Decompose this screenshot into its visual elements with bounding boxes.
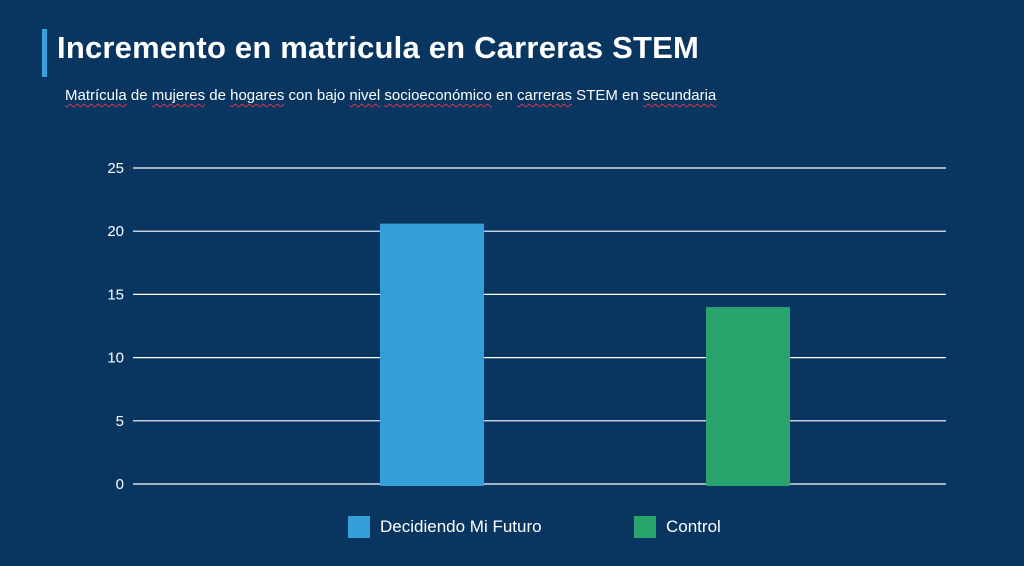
y-tick-label: 5: [116, 413, 124, 430]
chart-subtitle: Matrícula de mujeres de hogares con bajo…: [65, 87, 716, 104]
bar-control: [706, 307, 790, 486]
y-tick-label: 15: [107, 286, 124, 303]
subtitle-part: secundaria: [642, 87, 717, 104]
y-tick-label: 0: [116, 476, 124, 493]
subtitle-part: con bajo: [284, 87, 350, 104]
subtitle-part: carreras: [517, 87, 573, 104]
subtitle-part: STEM en: [572, 87, 643, 104]
legend-item: Decidiendo Mi Futuro: [348, 514, 542, 540]
subtitle-part: de: [126, 87, 152, 104]
y-tick-label: 25: [107, 160, 124, 177]
subtitle-part: Matrícula: [65, 87, 127, 104]
legend-label: Control: [666, 517, 721, 536]
subtitle-part: hogares: [230, 87, 285, 104]
bar-decidiendo-mi-futuro: [380, 223, 484, 486]
y-tick-label: 20: [107, 223, 124, 240]
bars: [380, 223, 790, 486]
legend-swatch: [634, 516, 656, 538]
title-accent-bar: [42, 29, 47, 77]
page-title: Incremento en matricula en Carreras STEM: [57, 30, 700, 65]
legend-label: Decidiendo Mi Futuro: [380, 517, 542, 536]
subtitle-part: en: [491, 87, 517, 104]
subtitle-part: mujeres: [151, 87, 206, 104]
grid-lines: [133, 167, 946, 485]
chart-legend: Decidiendo Mi Futuro Control: [0, 514, 1024, 540]
subtitle-part: de: [205, 87, 231, 104]
subtitle-part: nivel: [349, 87, 381, 104]
y-tick-label: 10: [107, 350, 124, 367]
y-axis-ticks: 0 5 10 15 20 25: [107, 160, 124, 493]
subtitle-part: socioeconómico: [384, 87, 492, 104]
legend-item: Control: [634, 514, 721, 540]
legend-swatch: [348, 516, 370, 538]
